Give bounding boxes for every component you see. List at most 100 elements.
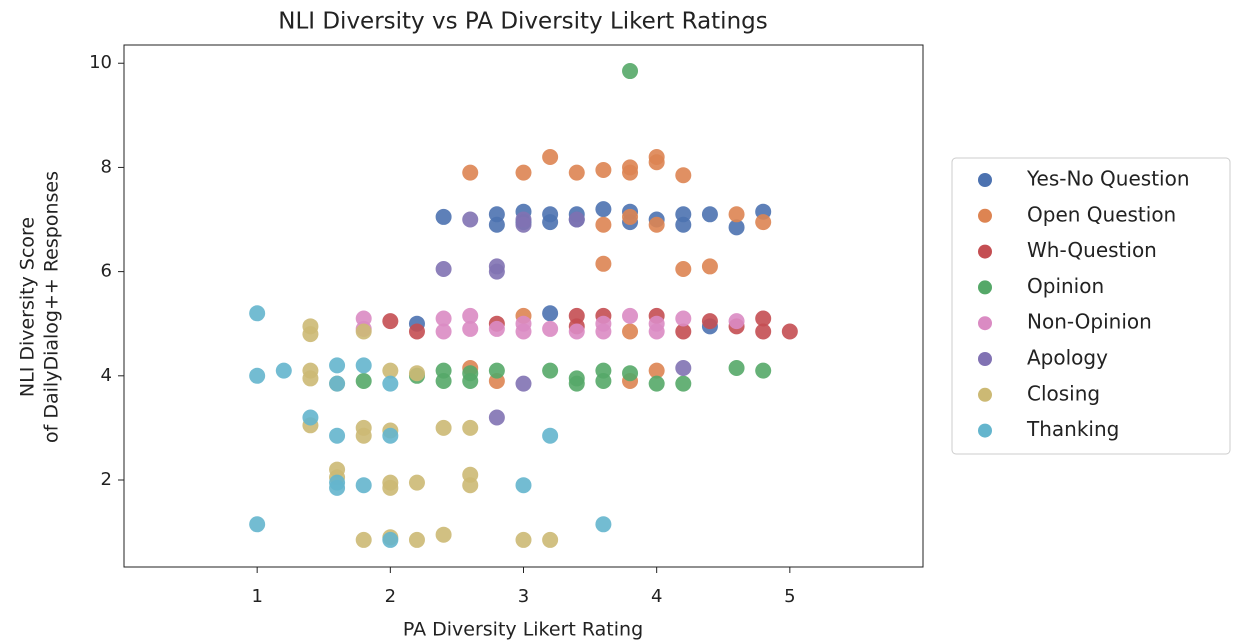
point (675, 167, 692, 184)
x-tick-label: 2 (385, 586, 396, 607)
legend-marker (978, 280, 992, 295)
legend-box (951, 157, 1231, 455)
point (622, 323, 639, 340)
point (622, 164, 639, 181)
point (488, 362, 505, 379)
point (675, 310, 692, 327)
point (622, 63, 639, 80)
legend-label: Thanking (1026, 417, 1119, 441)
point (595, 323, 612, 340)
y-tick-label: 6 (101, 261, 112, 282)
point (382, 531, 399, 548)
point (568, 375, 585, 392)
point (408, 531, 425, 548)
point (249, 367, 266, 384)
point (302, 326, 319, 343)
point (382, 479, 399, 496)
point (355, 323, 372, 340)
point (728, 206, 745, 223)
legend-marker (978, 244, 992, 259)
point (568, 211, 585, 228)
point (622, 307, 639, 324)
point (675, 375, 692, 392)
point (488, 320, 505, 337)
point (568, 323, 585, 340)
legend-label: Closing (1027, 381, 1100, 405)
chart-title: NLI Diversity vs PA Diversity Likert Rat… (278, 9, 768, 35)
point (595, 255, 612, 272)
legend-marker (978, 173, 992, 187)
point (701, 258, 718, 275)
point (515, 477, 532, 494)
point (781, 323, 798, 340)
y-axis-label-line: NLI Diversity Score (17, 217, 39, 397)
point (329, 357, 346, 374)
point (675, 216, 692, 233)
point (302, 370, 319, 387)
point (462, 477, 479, 494)
point (408, 365, 425, 382)
point (755, 310, 772, 327)
point (648, 323, 665, 340)
point (595, 216, 612, 233)
x-tick-label: 3 (518, 586, 529, 607)
legend-marker (978, 316, 992, 331)
point (542, 531, 559, 548)
point (595, 201, 612, 218)
point (435, 261, 452, 278)
point (488, 216, 505, 233)
point (648, 216, 665, 233)
point (542, 214, 559, 231)
point (329, 375, 346, 392)
legend-marker (978, 208, 992, 223)
point (542, 305, 559, 322)
point (515, 375, 532, 392)
point (675, 359, 692, 376)
point (435, 526, 452, 543)
point (622, 208, 639, 225)
point (648, 154, 665, 171)
point (701, 313, 718, 330)
point (355, 531, 372, 548)
point (302, 409, 319, 426)
legend-label: Yes-No Question (1026, 167, 1190, 191)
point (355, 427, 372, 444)
point (515, 164, 532, 181)
point (249, 516, 266, 533)
y-tick-label: 10 (89, 52, 112, 73)
point (329, 479, 346, 496)
point (542, 362, 559, 379)
point (701, 206, 718, 223)
legend-label: Wh-Question (1027, 238, 1157, 262)
point (542, 149, 559, 166)
point (755, 323, 772, 340)
point (488, 409, 505, 426)
point (462, 164, 479, 181)
point (249, 305, 266, 322)
legend-label: Non-Opinion (1027, 310, 1152, 334)
point (462, 373, 479, 390)
legend-label: Open Question (1027, 202, 1176, 226)
point (382, 313, 399, 330)
legend-marker (978, 423, 992, 438)
point (329, 427, 346, 444)
point (488, 263, 505, 280)
point (515, 323, 532, 340)
y-tick-label: 2 (101, 469, 112, 490)
point (648, 362, 665, 379)
point (595, 373, 612, 390)
point (542, 427, 559, 444)
y-axis-label: NLI Diversity Score of DailyDialog++ Res… (17, 171, 63, 443)
point (435, 373, 452, 390)
y-axis-label-line: of DailyDialog++ Responses (41, 171, 63, 443)
point (462, 320, 479, 337)
point (648, 375, 665, 392)
point (435, 310, 452, 327)
point (435, 208, 452, 225)
point (675, 323, 692, 340)
x-tick-label: 5 (784, 586, 795, 607)
point (675, 261, 692, 278)
x-tick-label: 4 (651, 586, 662, 607)
point (435, 419, 452, 436)
